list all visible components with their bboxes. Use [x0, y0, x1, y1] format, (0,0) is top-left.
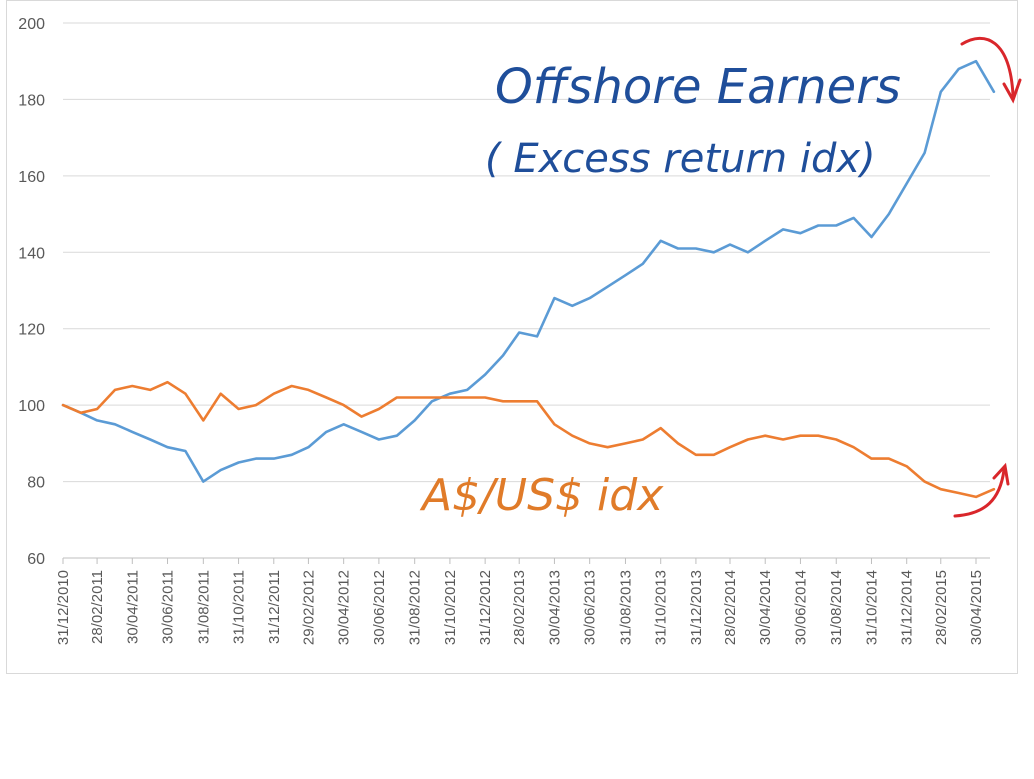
x-tick-label: 31/10/2013: [653, 570, 670, 645]
x-tick-label: 31/10/2011: [231, 570, 248, 644]
x-tick-label: 30/04/2011: [124, 570, 141, 644]
series-line-2: [61, 380, 996, 499]
x-tick-label: 30/06/2013: [582, 570, 599, 645]
red-arrow-up-icon: [953, 462, 1010, 518]
x-tick-label: 30/04/2012: [336, 570, 353, 645]
y-tick-label: 80: [27, 475, 45, 492]
x-tick-label: 31/08/2013: [617, 570, 634, 645]
x-tick-label: 28/02/2014: [722, 570, 739, 645]
gridlines: [63, 22, 990, 483]
chart-frame: [6, 0, 1018, 674]
series-line-1: [61, 59, 996, 483]
x-tick-label: 31/08/2011: [195, 570, 212, 644]
y-tick-label: 200: [18, 16, 45, 33]
y-tick-label: 180: [18, 92, 45, 109]
x-axis-ticks: 31/12/2010 28/02/2011 30/04/2011 30/06/2011…: [55, 558, 985, 645]
x-tick-label: 30/06/2012: [371, 570, 388, 645]
annotation-offshore-earners: Offshore Earners: [495, 59, 901, 115]
annotation-aud-usd: A$/US$ idx: [419, 470, 664, 521]
x-tick-label: 30/06/2014: [792, 570, 809, 645]
x-tick-label: 31/08/2012: [407, 570, 424, 645]
y-tick-label: 100: [18, 398, 45, 415]
x-tick-label: 28/02/2013: [511, 570, 528, 645]
x-tick-label: 30/04/2014: [757, 570, 774, 645]
x-tick-label: 28/02/2011: [89, 570, 106, 644]
y-tick-label: 160: [18, 169, 45, 186]
x-tick-label: 30/04/2013: [546, 570, 563, 645]
y-tick-label: 140: [18, 245, 45, 262]
annotation-excess-return: ( Excess return idx): [485, 136, 876, 182]
x-tick-label: 31/10/2014: [863, 570, 880, 645]
y-axis-ticks: 60 80 100 120 140 160 180 200: [18, 16, 45, 568]
x-tick-label: 31/12/2013: [688, 570, 705, 645]
x-tick-label: 31/12/2012: [477, 570, 494, 645]
red-arrow-down-icon: [960, 36, 1022, 104]
x-tick-label: 30/06/2011: [160, 570, 177, 644]
series-lines: [61, 59, 996, 499]
x-tick-label: 31/12/2011: [266, 570, 283, 644]
y-tick-label: 120: [18, 322, 45, 339]
x-tick-label: 31/12/2010: [55, 570, 72, 645]
x-tick-label: 31/12/2014: [899, 570, 916, 645]
x-tick-label: 28/02/2015: [933, 570, 950, 645]
annotation-offshore: Offshore Earners ( Excess return idx): [485, 59, 901, 182]
x-tick-label: 31/10/2012: [442, 570, 459, 645]
x-tick-label: 31/08/2014: [828, 570, 845, 645]
y-tick-label: 60: [27, 551, 45, 568]
x-tick-label: 30/04/2015: [968, 570, 985, 645]
x-tick-label: 29/02/2012: [300, 570, 317, 645]
